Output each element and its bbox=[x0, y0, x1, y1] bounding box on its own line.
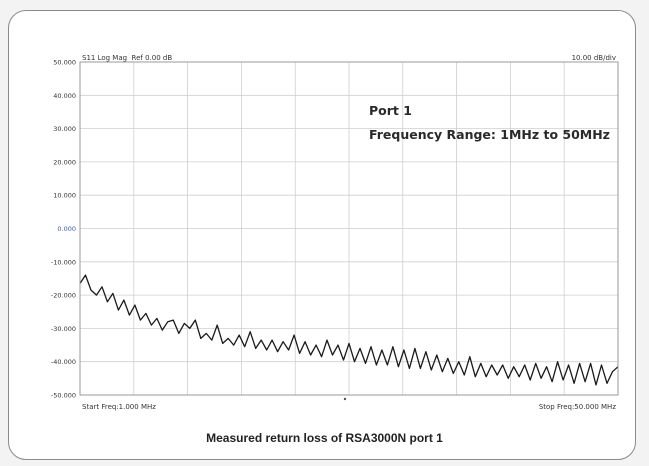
y-tick-label: 10.000 bbox=[53, 192, 76, 200]
y-tick-label: -50.000 bbox=[51, 392, 76, 400]
start-frequency-label: Start Freq:1.000 MHz bbox=[82, 403, 156, 411]
ref-level-label: Ref 0.00 dB bbox=[131, 54, 173, 62]
y-tick-label: 40.000 bbox=[53, 92, 76, 100]
marker-dot bbox=[343, 397, 347, 401]
s11-trace-line bbox=[79, 274, 619, 386]
stop-frequency-label: Stop Freq:50.000 MHz bbox=[538, 403, 616, 411]
scale-label: 10.00 dB/div bbox=[571, 54, 616, 62]
y-tick-label: -10.000 bbox=[51, 258, 76, 266]
y-tick-label: 0.000 bbox=[57, 225, 76, 233]
chart-card bbox=[8, 10, 636, 460]
y-tick-label: 30.000 bbox=[53, 125, 76, 133]
y-tick-label: -30.000 bbox=[51, 325, 76, 333]
trace-format-label: S11 Log Mag Ref 0.00 dB bbox=[82, 54, 173, 62]
y-tick-label: -40.000 bbox=[51, 358, 76, 366]
plot-frame bbox=[79, 61, 619, 396]
y-tick-label: -20.000 bbox=[51, 292, 76, 300]
y-axis-tick-labels: 50.000 40.000 30.000 20.000 10.000 0.000 -10.0… bbox=[51, 59, 76, 400]
port-annotation: Port 1 bbox=[369, 103, 412, 118]
y-tick-label: 20.000 bbox=[53, 158, 76, 166]
chart-caption: Measured return loss of RSA3000N port 1 bbox=[206, 431, 443, 445]
frequency-range-annotation: Frequency Range: 1MHz to 50MHz bbox=[369, 127, 610, 142]
y-tick-label: 50.000 bbox=[53, 59, 76, 67]
